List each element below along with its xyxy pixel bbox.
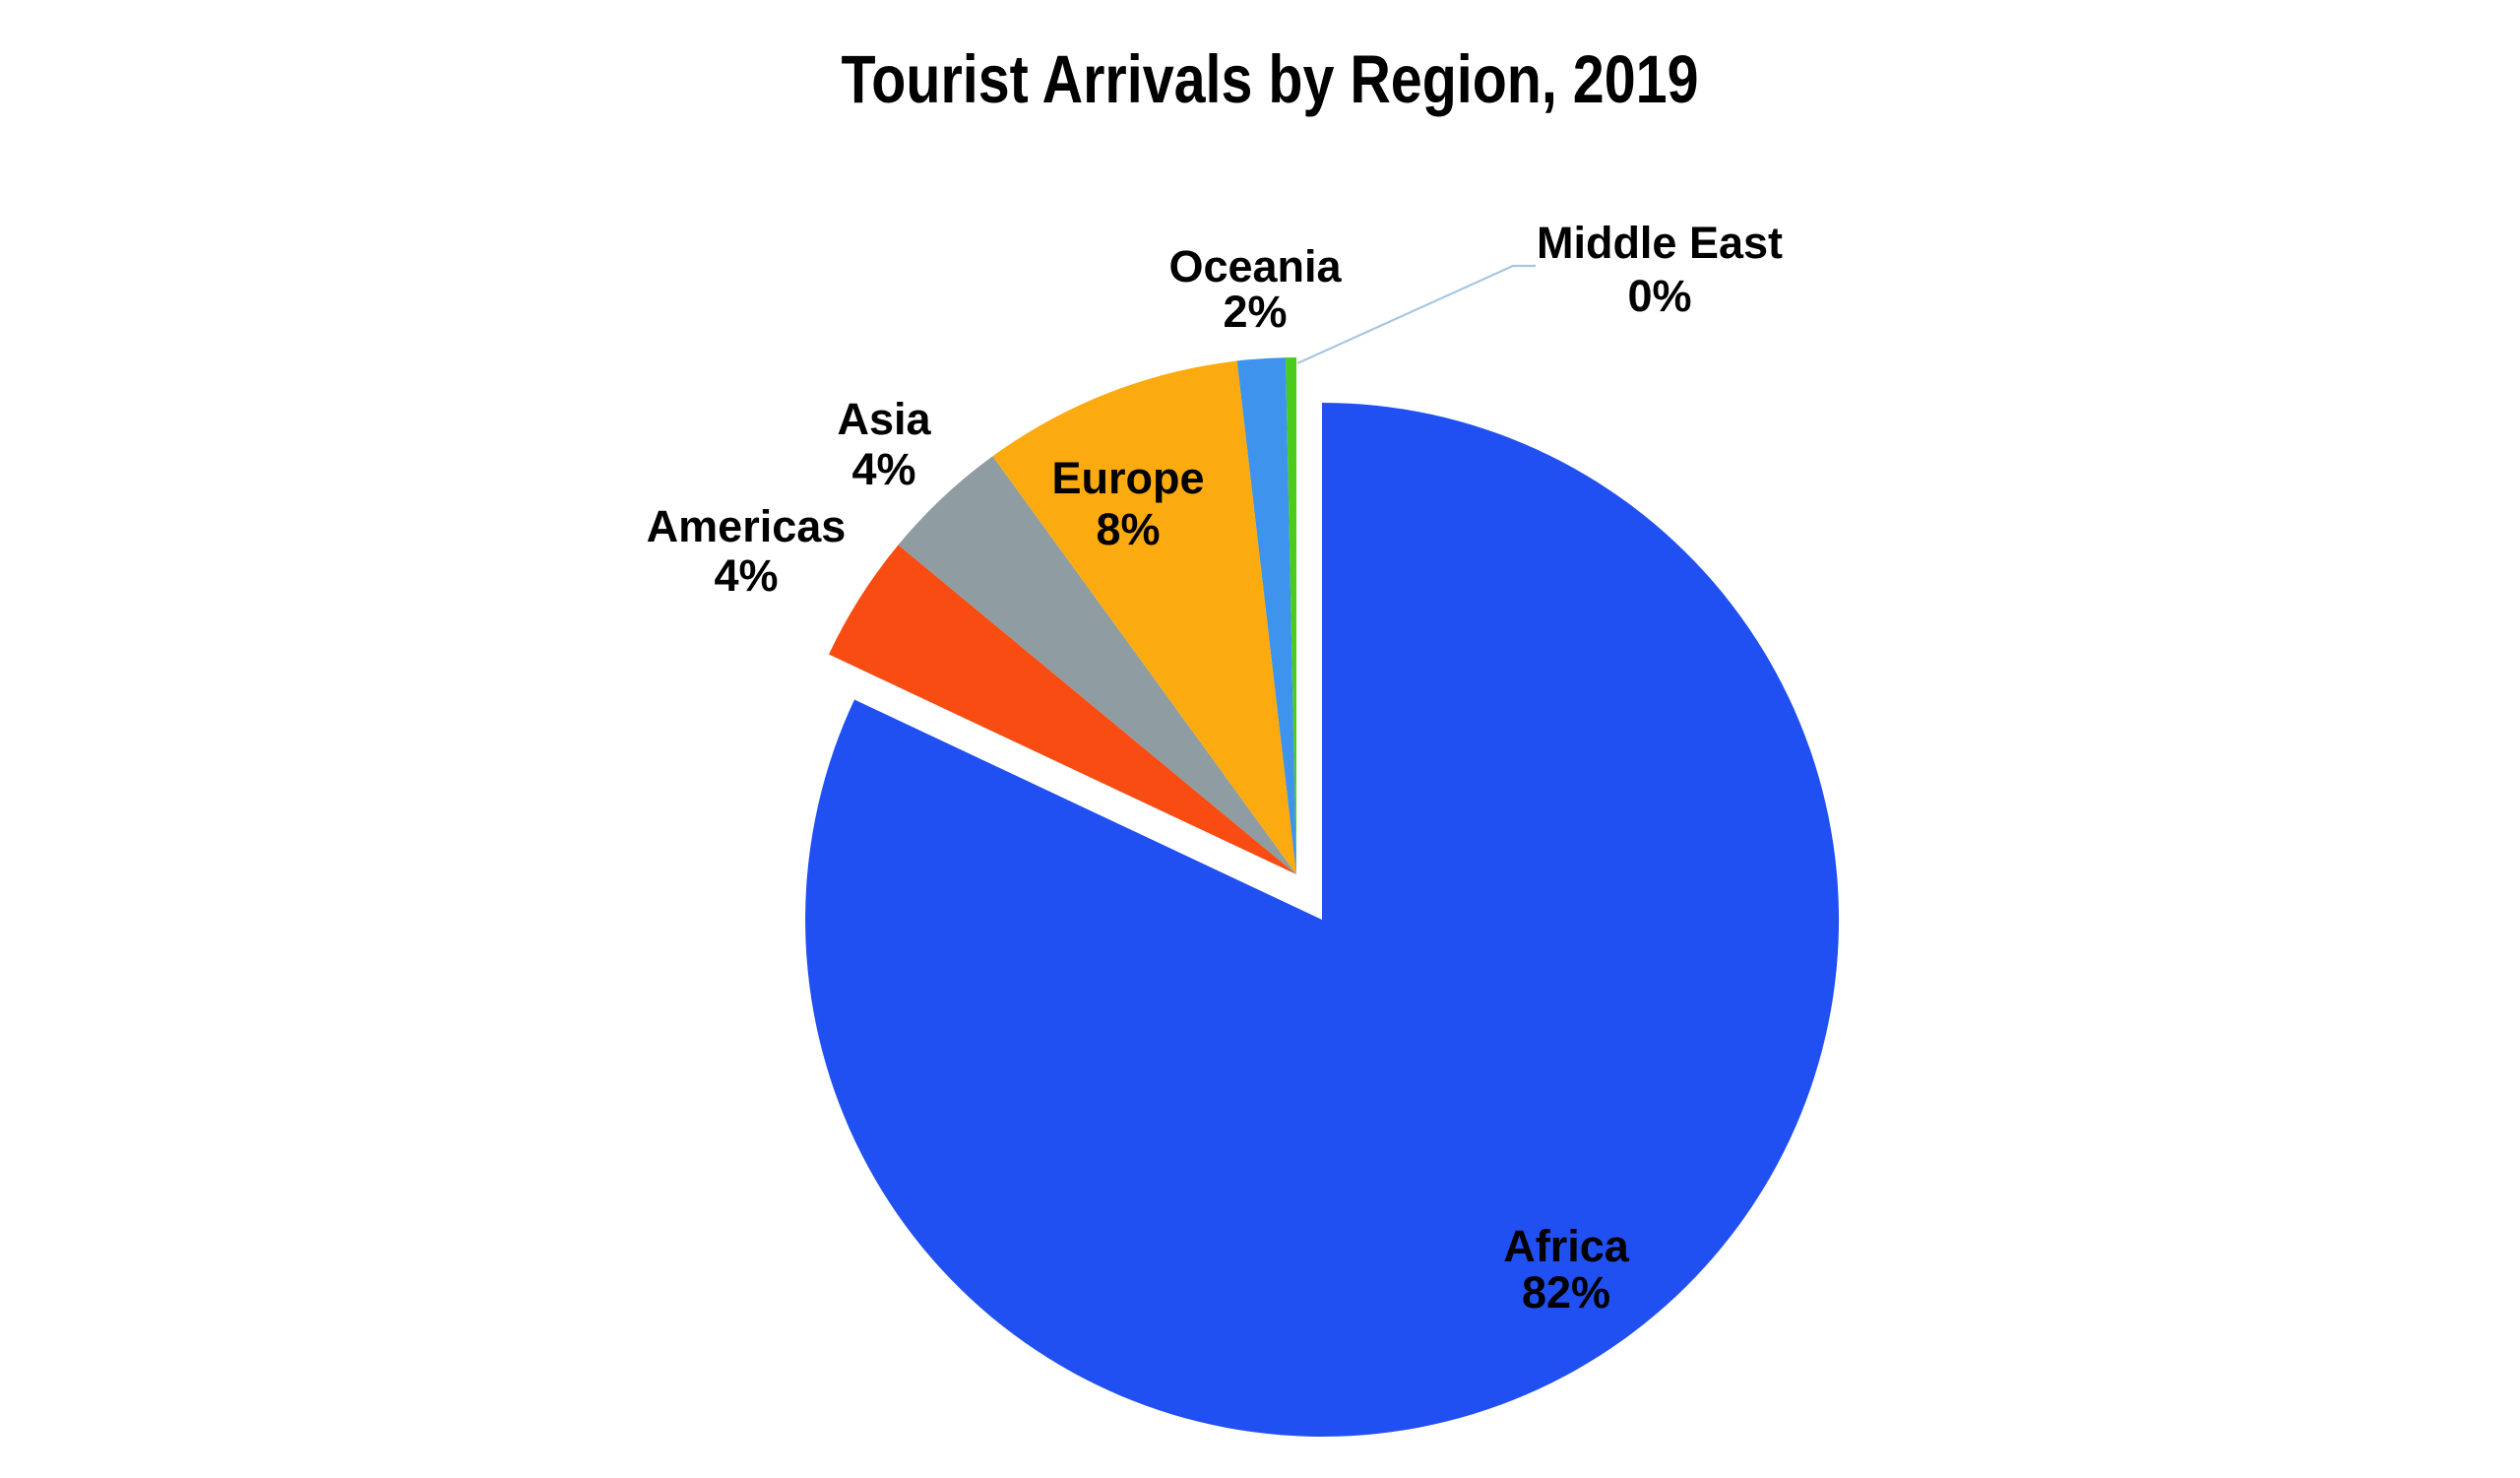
svg-text:4%: 4% xyxy=(851,444,915,494)
svg-text:8%: 8% xyxy=(1096,504,1160,554)
svg-text:Tourist Arrivals by Region, 20: Tourist Arrivals by Region, 2019 xyxy=(842,41,1699,117)
svg-text:Oceania: Oceania xyxy=(1168,241,1342,291)
svg-text:4%: 4% xyxy=(714,550,778,601)
svg-text:Asia: Asia xyxy=(837,394,931,444)
svg-text:Africa: Africa xyxy=(1503,1221,1630,1271)
svg-text:2%: 2% xyxy=(1223,287,1287,337)
svg-text:Middle East: Middle East xyxy=(1537,218,1783,268)
svg-text:82%: 82% xyxy=(1522,1267,1610,1317)
svg-text:Europe: Europe xyxy=(1051,453,1204,503)
svg-text:0%: 0% xyxy=(1627,271,1691,321)
svg-text:Americas: Americas xyxy=(647,501,847,551)
